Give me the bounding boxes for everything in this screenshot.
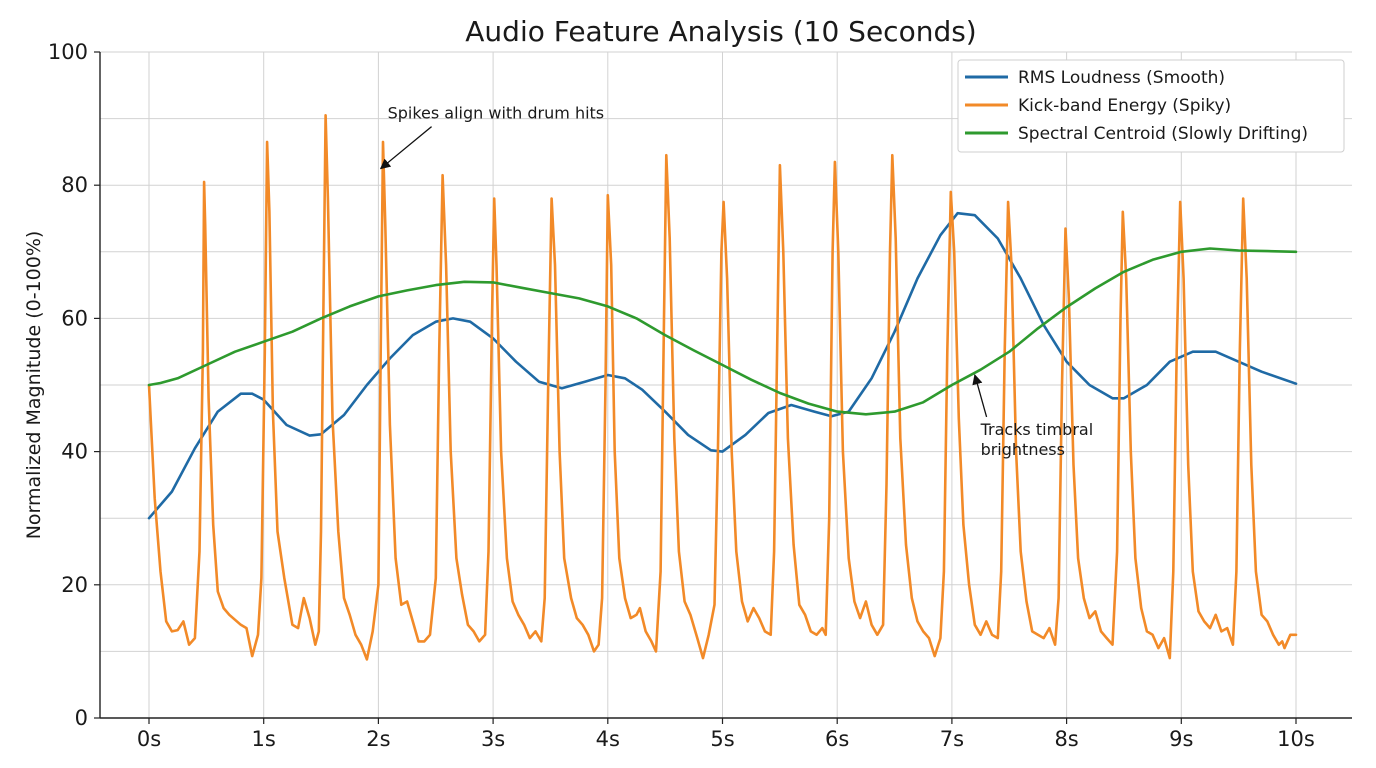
y-tick-label: 20 [61, 573, 88, 597]
annotation-text: Tracks timbral brightness [980, 420, 1094, 459]
y-tick-label: 100 [48, 40, 88, 64]
axes [99, 52, 1352, 719]
y-tick-label: 0 [75, 706, 88, 730]
x-tick-label: 1s [252, 727, 276, 751]
annotations: Spikes align with drum hits Tracks timbra… [379, 104, 1094, 459]
x-tick-label: 2s [366, 727, 390, 751]
x-tick-label: 0s [137, 727, 161, 751]
spectral-centroid-line [147, 247, 1298, 416]
x-tick-label: 9s [1169, 727, 1193, 751]
annotation-arrow [379, 126, 432, 170]
legend-box [957, 59, 1345, 153]
legend-label: Spectral Centroid (Slowly Drifting) [1018, 124, 1308, 144]
y-tick-label: 40 [61, 440, 88, 464]
series-lines [147, 114, 1298, 661]
y-tick-label: 80 [61, 173, 88, 197]
annotation-text: Spikes align with drum hits [388, 104, 605, 123]
x-tick-label: 6s [825, 727, 849, 751]
tick-labels: 0s 1s 2s 3s 4s 5s 6s 7s 8s 9s 10s 0 20 40 60 80 100 [48, 40, 1315, 751]
x-tick-label: 8s [1054, 727, 1078, 751]
legend: RMS Loudness (Smooth) Kick-band Energy (S… [957, 59, 1345, 153]
x-tick-label: 7s [940, 727, 964, 751]
annotation-arrow [972, 374, 988, 418]
y-tick-label: 60 [61, 306, 88, 330]
x-tick-label: 4s [596, 727, 620, 751]
kick-band-energy-line [147, 114, 1298, 661]
legend-label: RMS Loudness (Smooth) [1018, 68, 1225, 88]
chart-title: Audio Feature Analysis (10 Seconds) [465, 15, 976, 48]
y-axis-label: Normalized Magnitude (0-100%) [23, 231, 45, 540]
legend-label: Kick-band Energy (Spiky) [1018, 96, 1231, 116]
x-tick-label: 10s [1277, 727, 1315, 751]
x-tick-label: 3s [481, 727, 505, 751]
x-tick-label: 5s [710, 727, 734, 751]
